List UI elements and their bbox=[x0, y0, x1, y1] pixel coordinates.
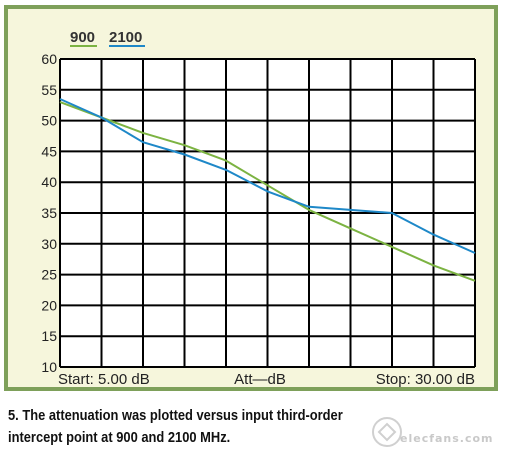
caption-line-1: 5. The attenuation was plotted versus in… bbox=[8, 407, 343, 424]
watermark-text: elecfans.com bbox=[400, 432, 494, 445]
chart-frame: 10 15 20 25 30 35 40 45 50 55 60 Start: 5.00 dB Att—… bbox=[4, 5, 498, 391]
series-line-2100 bbox=[59, 98, 476, 254]
line-chart: 10 15 20 25 30 35 40 45 50 55 60 Start: 5.00 dB Att—… bbox=[41, 29, 476, 387]
x-start-label: Start: 5.00 dB bbox=[58, 371, 150, 387]
y-tick-label-4: 30 bbox=[41, 236, 57, 252]
y-tick-label-0: 10 bbox=[41, 359, 57, 375]
y-tick-label-7: 45 bbox=[41, 143, 57, 159]
y-tick-label-2: 20 bbox=[41, 297, 57, 313]
legend-label-900: 900 bbox=[70, 29, 95, 46]
y-tick-label-5: 35 bbox=[41, 205, 57, 221]
figure-caption: 5. The attenuation was plotted versus in… bbox=[8, 405, 421, 449]
y-tick-label-10: 60 bbox=[41, 51, 57, 67]
x-stop-label: Stop: 30.00 dB bbox=[376, 371, 475, 387]
y-tick-label-8: 50 bbox=[41, 113, 57, 129]
x-axis-label: Att—dB bbox=[234, 371, 286, 387]
y-tick-label-3: 25 bbox=[41, 267, 57, 283]
y-tick-label-1: 15 bbox=[41, 328, 57, 344]
plot-area: 10 15 20 25 30 35 40 45 50 55 60 Start: 5.00 dB Att—… bbox=[41, 51, 476, 387]
legend: 900 2100 bbox=[70, 29, 145, 47]
watermark-logo-icon bbox=[372, 417, 402, 447]
caption-line-2: intercept point at 900 and 2100 MHz. bbox=[8, 429, 231, 446]
y-tick-label-9: 55 bbox=[41, 82, 57, 98]
y-tick-label-6: 40 bbox=[41, 174, 57, 190]
legend-label-2100: 2100 bbox=[109, 29, 142, 46]
series-line-900 bbox=[59, 101, 476, 282]
